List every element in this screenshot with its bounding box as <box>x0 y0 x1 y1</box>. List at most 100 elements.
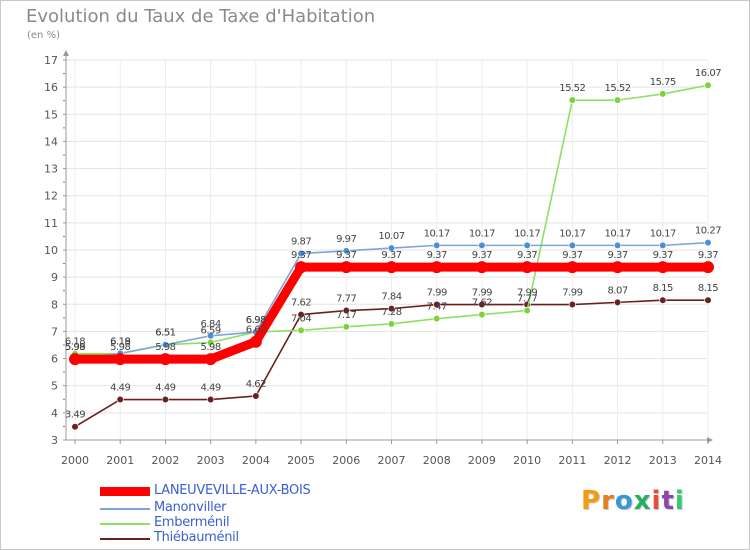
data-label: 10.17 <box>514 228 540 239</box>
data-point <box>568 300 576 309</box>
data-point <box>704 81 712 89</box>
data-point <box>116 395 124 404</box>
y-tick-label: 3 <box>51 434 58 447</box>
data-label: 5.98 <box>65 342 85 353</box>
data-point <box>297 311 305 319</box>
data-point <box>342 323 350 331</box>
logo-letter: t <box>661 486 675 516</box>
legend-swatch-embermenil <box>100 523 150 525</box>
data-label: 10.17 <box>605 228 631 239</box>
data-label: 9.87 <box>291 237 311 248</box>
data-label: 4.49 <box>110 383 130 394</box>
data-label: 7.28 <box>381 307 401 318</box>
data-label: 7.77 <box>336 294 356 305</box>
data-point <box>342 247 350 255</box>
data-label: 7.99 <box>472 288 492 299</box>
x-tick-label: 2008 <box>423 454 451 467</box>
data-label: 7.99 <box>562 288 582 299</box>
data-point <box>523 306 531 315</box>
data-point <box>433 300 441 309</box>
x-tick-label: 2000 <box>61 454 89 467</box>
legend-swatch-thiebaumenil <box>100 538 150 540</box>
data-label: 10.17 <box>650 228 676 239</box>
y-tick-label: 14 <box>44 135 58 148</box>
legend-label-manonviller: Manonviller <box>154 500 227 515</box>
data-point <box>478 300 486 309</box>
data-point <box>433 315 441 323</box>
data-point <box>659 241 667 249</box>
data-label: 6.59 <box>201 326 221 337</box>
data-point <box>161 395 170 404</box>
data-label: 9.97 <box>336 234 356 245</box>
y-tick-label: 8 <box>51 298 58 311</box>
data-point <box>387 320 396 328</box>
logo-letter: x <box>633 486 652 516</box>
data-label: 8.07 <box>607 285 627 296</box>
data-point <box>204 353 217 366</box>
data-label: 9.37 <box>517 250 537 261</box>
series-lines <box>69 81 714 431</box>
data-point <box>475 261 488 274</box>
data-point <box>704 296 712 304</box>
legend-item-embermenil: Emberménil <box>100 515 400 532</box>
data-label: 9.37 <box>653 250 673 261</box>
data-label: 6.19 <box>110 336 130 347</box>
legend-item-thiebaumenil: Thiébauménil <box>100 530 400 547</box>
y-tick-label: 9 <box>51 271 58 284</box>
data-label: 9.37 <box>336 250 356 261</box>
data-label: 9.37 <box>562 250 582 261</box>
data-point <box>478 311 486 319</box>
data-label: 6.51 <box>155 328 175 339</box>
data-point <box>659 296 667 304</box>
data-point <box>252 392 260 400</box>
logo-letter: r <box>601 486 615 516</box>
y-tick-label: 4 <box>51 407 58 420</box>
data-point <box>69 353 81 366</box>
logo-letter: o <box>614 486 634 516</box>
chart-unit: (en %) <box>27 30 60 41</box>
data-label: 7.62 <box>472 298 492 309</box>
data-label: 9.37 <box>427 250 447 261</box>
data-label: 8.15 <box>698 283 718 294</box>
x-tick-label: 2014 <box>694 454 722 467</box>
data-point <box>702 261 714 274</box>
data-label: 10.27 <box>695 226 721 237</box>
data-label: 6.84 <box>201 319 221 330</box>
data-label: 15.52 <box>559 83 585 94</box>
legend-swatch-laneuveville <box>100 487 150 496</box>
data-point <box>387 244 396 252</box>
data-label: 5.98 <box>110 342 130 353</box>
x-tick-label: 2013 <box>649 454 677 467</box>
data-point <box>340 261 353 274</box>
data-label: 6.51 <box>155 328 175 339</box>
data-point <box>613 298 622 306</box>
data-label: 16.07 <box>695 68 721 79</box>
x-tick-label: 2001 <box>106 454 134 467</box>
data-label: 5.99 <box>65 342 85 353</box>
data-label: 7.04 <box>291 313 311 324</box>
data-label: 7.99 <box>517 288 537 299</box>
data-label: 7.17 <box>336 310 356 321</box>
x-tick-label: 2011 <box>558 454 586 467</box>
data-labels: 3.49 4.49 4.49 4.49 4.62 7.62 7.77 7.84 7.99 7.99… <box>65 68 722 420</box>
data-label: 4.49 <box>201 383 221 394</box>
x-axis-arrow <box>707 437 713 443</box>
legend-label-embermenil: Emberménil <box>154 515 230 530</box>
y-tick-label: 16 <box>44 81 58 94</box>
axes: 3 4 5 6 7 8 9 10 11 12 13 14 15 16 17 2000 2001 2002 2003 2… <box>44 50 722 467</box>
proxiti-logo: Proxiti <box>581 486 685 516</box>
data-point <box>297 326 305 334</box>
data-point <box>385 261 398 274</box>
x-tick-label: 2002 <box>151 454 179 467</box>
data-label: 8.15 <box>653 283 673 294</box>
data-label: 6.18 <box>110 337 130 348</box>
data-label: 5.98 <box>155 342 175 353</box>
y-tick-label: 5 <box>51 380 58 393</box>
data-label: 10.17 <box>559 228 585 239</box>
y-tick-label: 7 <box>51 325 58 338</box>
data-point <box>568 241 576 249</box>
data-label: 7.62 <box>291 298 311 309</box>
data-label: 9.37 <box>698 250 718 261</box>
legend-label-thiebaumenil: Thiébauménil <box>154 530 239 545</box>
